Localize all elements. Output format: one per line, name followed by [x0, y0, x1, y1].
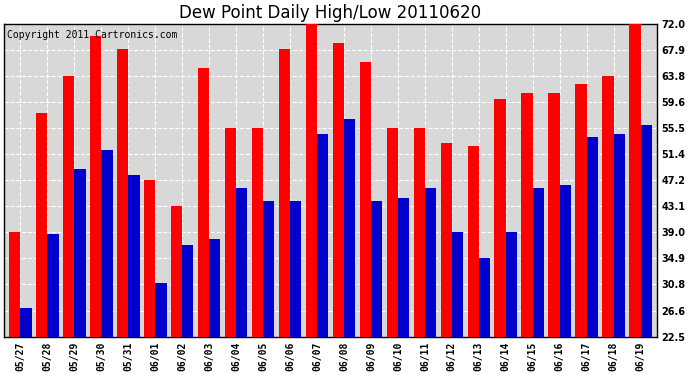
Bar — [252, 128, 263, 337]
Bar — [225, 128, 236, 337]
Bar — [371, 201, 382, 337]
Bar — [468, 146, 479, 337]
Bar — [117, 49, 128, 337]
Bar — [128, 176, 139, 337]
Bar — [279, 49, 290, 337]
Bar — [495, 99, 506, 337]
Bar — [9, 232, 20, 337]
Bar — [479, 258, 490, 337]
Bar — [398, 198, 409, 337]
Bar — [533, 188, 544, 337]
Bar — [209, 238, 221, 337]
Bar — [290, 201, 302, 337]
Bar — [144, 180, 155, 337]
Bar — [602, 75, 613, 337]
Bar — [48, 234, 59, 337]
Bar — [506, 232, 517, 337]
Bar — [333, 43, 344, 337]
Bar — [440, 142, 452, 337]
Bar — [182, 245, 193, 337]
Bar — [452, 232, 463, 337]
Bar — [306, 24, 317, 337]
Bar — [263, 201, 275, 337]
Bar — [613, 134, 625, 337]
Bar — [522, 93, 533, 337]
Text: Copyright 2011 Cartronics.com: Copyright 2011 Cartronics.com — [8, 30, 178, 40]
Bar — [317, 134, 328, 337]
Bar — [549, 93, 560, 337]
Bar — [629, 24, 641, 337]
Bar — [63, 75, 75, 337]
Bar — [20, 308, 32, 337]
Bar — [90, 36, 101, 337]
Bar — [171, 206, 182, 337]
Bar — [359, 62, 371, 337]
Bar — [560, 185, 571, 337]
Bar — [425, 188, 436, 337]
Bar — [586, 138, 598, 337]
Bar — [641, 125, 652, 337]
Bar — [36, 113, 48, 337]
Bar — [575, 84, 586, 337]
Bar — [236, 188, 248, 337]
Bar — [413, 128, 425, 337]
Bar — [101, 150, 112, 337]
Bar — [198, 68, 209, 337]
Bar — [155, 283, 166, 337]
Bar — [344, 118, 355, 337]
Bar — [75, 169, 86, 337]
Bar — [386, 128, 398, 337]
Title: Dew Point Daily High/Low 20110620: Dew Point Daily High/Low 20110620 — [179, 4, 482, 22]
